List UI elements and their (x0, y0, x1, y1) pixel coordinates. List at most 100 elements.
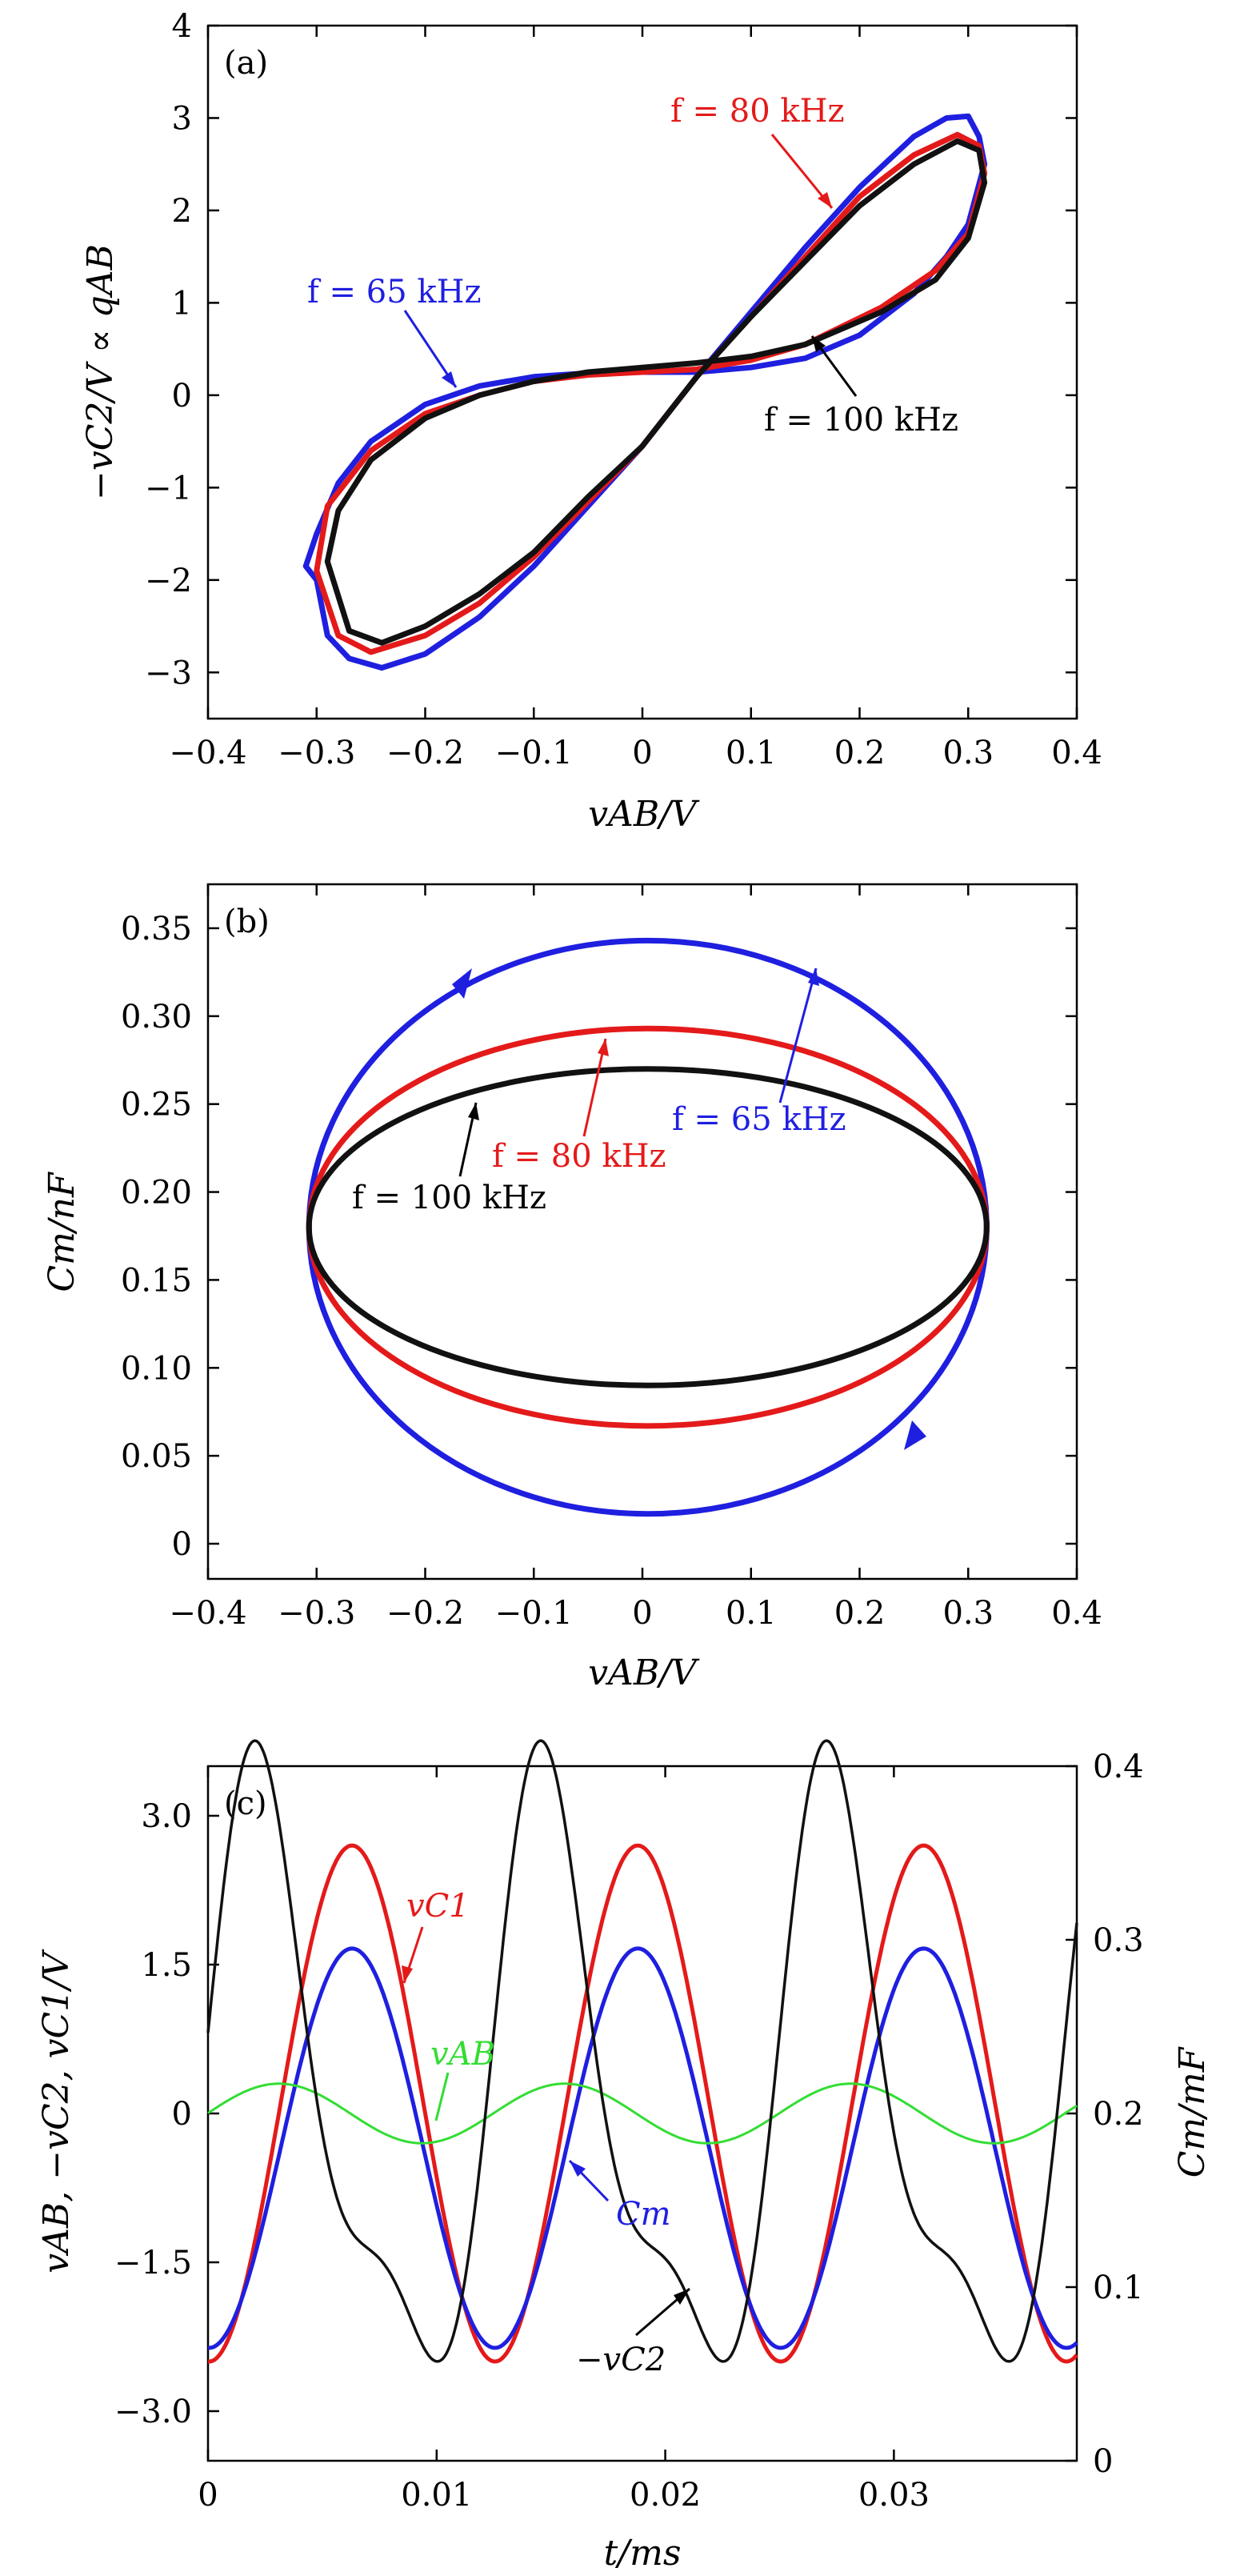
panel-c: (c) 0 0.01 0.02 0.03−3.0−1.501.53.000.10.20… (36, 1739, 1213, 2574)
arrowhead-cm (570, 2161, 586, 2177)
y-tick-label-right: 0.3 (1093, 1922, 1144, 1959)
x-tick-label: −0.4 (169, 735, 246, 771)
x-tick-label: 0.4 (1051, 735, 1102, 771)
panel-a: (a) −0.4 −0.3 −0.2 −0.1 0 0.1 0.2 0.3 0.4 −3 −2 −1 0… (80, 8, 1102, 835)
series-line-c-3 (206, 1739, 1078, 2363)
x-tick-label: 0.03 (858, 2477, 930, 2514)
x-tick-label: −0.1 (495, 1595, 573, 1632)
y-tick-label: −1 (145, 470, 192, 507)
series-line-c-0 (207, 1843, 1078, 2364)
x-tick-label: 0.1 (726, 1595, 777, 1632)
x-tick-label: 0.1 (726, 735, 777, 771)
y-axis-label-b: Cm/nF (42, 1172, 82, 1292)
y-tick-label: 0.20 (121, 1175, 192, 1212)
series-c (206, 1739, 1078, 2364)
panel-b: (b) −0.4 −0.3 −0.2 −0.1 0 0.1 0.2 0.3 0.4 0 0.05 0.… (42, 883, 1102, 1693)
y-tick-label: −2 (145, 563, 192, 599)
y-tick-label: 1.5 (141, 1947, 192, 1984)
x-tick-label: 0.3 (942, 1595, 994, 1632)
series-line-a-0 (302, 113, 988, 671)
x-axis-label-c: t/ms (604, 2533, 682, 2574)
x-tick-label: 0.4 (1051, 1595, 1102, 1632)
annotation-80khz-b: f = 80 kHz (492, 1138, 666, 1175)
panel-tag-b: (b) (224, 903, 270, 940)
y-tick-label: 0.10 (121, 1350, 192, 1387)
x-tick-label: −0.1 (495, 735, 573, 771)
y-tick-label: 0 (172, 378, 192, 415)
y-tick-label: 0.35 (121, 911, 192, 947)
series-line-a-1 (314, 131, 988, 655)
y-tick-label: 2 (172, 193, 192, 230)
arrowhead-65khz-b (808, 968, 819, 986)
y-tick-label: 0 (172, 2096, 192, 2133)
arrowhead-vc1 (402, 1965, 413, 1983)
y-tick-label: 0 (172, 1526, 192, 1563)
y-tick-label: 3.0 (141, 1798, 192, 1835)
x-tick-label: 0 (632, 1595, 652, 1632)
ticks-b: −0.4 −0.3 −0.2 −0.1 0 0.1 0.2 0.3 0.4 0 0.05 0.10 0.… (121, 884, 1102, 1632)
y-tick-label: −1.5 (114, 2245, 192, 2282)
y-tick-label: 3 (172, 100, 192, 137)
series-ellipse-b-1 (306, 1025, 990, 1429)
x-tick-label: −0.4 (169, 1595, 246, 1632)
annotation-100khz-b: f = 100 kHz (352, 1180, 546, 1216)
annotation-65khz-a: f = 65 kHz (307, 274, 482, 310)
series-ellipse-b-2 (306, 1066, 990, 1388)
arrow-80khz-b (582, 1038, 607, 1137)
direction-arrow-top-b (452, 968, 472, 999)
series-line-c-2 (207, 2082, 1078, 2145)
y-tick-label: 0.25 (121, 1087, 192, 1124)
y-tick-label: 0.15 (121, 1262, 192, 1299)
x-tick-label: 0 (632, 735, 652, 771)
annotation-neg-vc2: −vC2 (576, 2342, 666, 2378)
plot-frame-b (206, 883, 1078, 1580)
arrow-vab (434, 2072, 450, 2121)
y-tick-label-right: 0.4 (1093, 1749, 1144, 1785)
y-axis-label-left-c: vAB, −vC2, vC1/V (36, 1949, 77, 2274)
y-tick-label: 4 (172, 8, 192, 45)
y-tick-label-right: 0.1 (1093, 2270, 1144, 2306)
x-tick-label: 0.02 (630, 2477, 701, 2514)
y-axis-label-right-c: Cm/mF (1172, 2046, 1213, 2177)
y-axis-label-a: −vC2/V ∝ qAB (80, 244, 121, 500)
arrowhead-neg-vc2 (674, 2289, 690, 2305)
arrowhead-100khz-b (468, 1103, 479, 1120)
x-tick-label: 0 (198, 2477, 218, 2514)
x-tick-label: 0.01 (401, 2477, 472, 2514)
y-tick-label: 1 (172, 285, 192, 322)
y-tick-label: −3 (145, 655, 192, 691)
x-axis-label-b: vAB/V (588, 1653, 700, 1693)
series-b (306, 937, 990, 1517)
arrowhead-80khz-b (598, 1039, 609, 1056)
annotation-100khz-a: f = 100 kHz (764, 402, 958, 439)
direction-arrow-bottom-b (904, 1420, 926, 1450)
x-tick-label: −0.3 (278, 1595, 355, 1632)
arrowhead-65khz-a (442, 371, 456, 387)
x-tick-label: 0.2 (834, 1595, 886, 1632)
series-line-c-1 (208, 1946, 1078, 2350)
x-tick-label: −0.2 (386, 735, 464, 771)
x-tick-label: −0.2 (386, 1595, 464, 1632)
arrow-65khz-b (778, 968, 818, 1104)
series-a (302, 113, 988, 671)
x-tick-label: −0.3 (278, 735, 355, 771)
annotation-80khz-a: f = 80 kHz (670, 93, 845, 130)
y-tick-label: 0.30 (121, 999, 192, 1036)
ticks-c: 0 0.01 0.02 0.03 −3.0 −1.5 0 1.5 3.0 0 0.1 0.2 0.3 0.… (114, 1749, 1144, 2514)
panel-tag-a: (a) (224, 45, 268, 82)
x-axis-label-a: vAB/V (588, 794, 700, 835)
y-tick-label: 0.05 (121, 1438, 192, 1475)
arrowhead-100khz-a (812, 336, 826, 352)
series-line-a-2 (324, 138, 988, 646)
x-tick-label: 0.3 (942, 735, 994, 771)
annotation-vab: vAB (430, 2036, 495, 2073)
annotation-65khz-b: f = 65 kHz (672, 1101, 846, 1138)
annotation-vc1: vC1 (406, 1888, 470, 1925)
y-tick-label: −3.0 (114, 2394, 192, 2430)
x-tick-label: 0.2 (834, 735, 886, 771)
arrowhead-80khz-a (818, 192, 832, 208)
y-tick-label-right: 0.2 (1093, 2096, 1144, 2133)
annotation-cm: Cm (616, 2196, 671, 2233)
ticks-a: −0.4 −0.3 −0.2 −0.1 0 0.1 0.2 0.3 0.4 −3 −2 −1 0 1 2 3 4 (145, 8, 1102, 771)
